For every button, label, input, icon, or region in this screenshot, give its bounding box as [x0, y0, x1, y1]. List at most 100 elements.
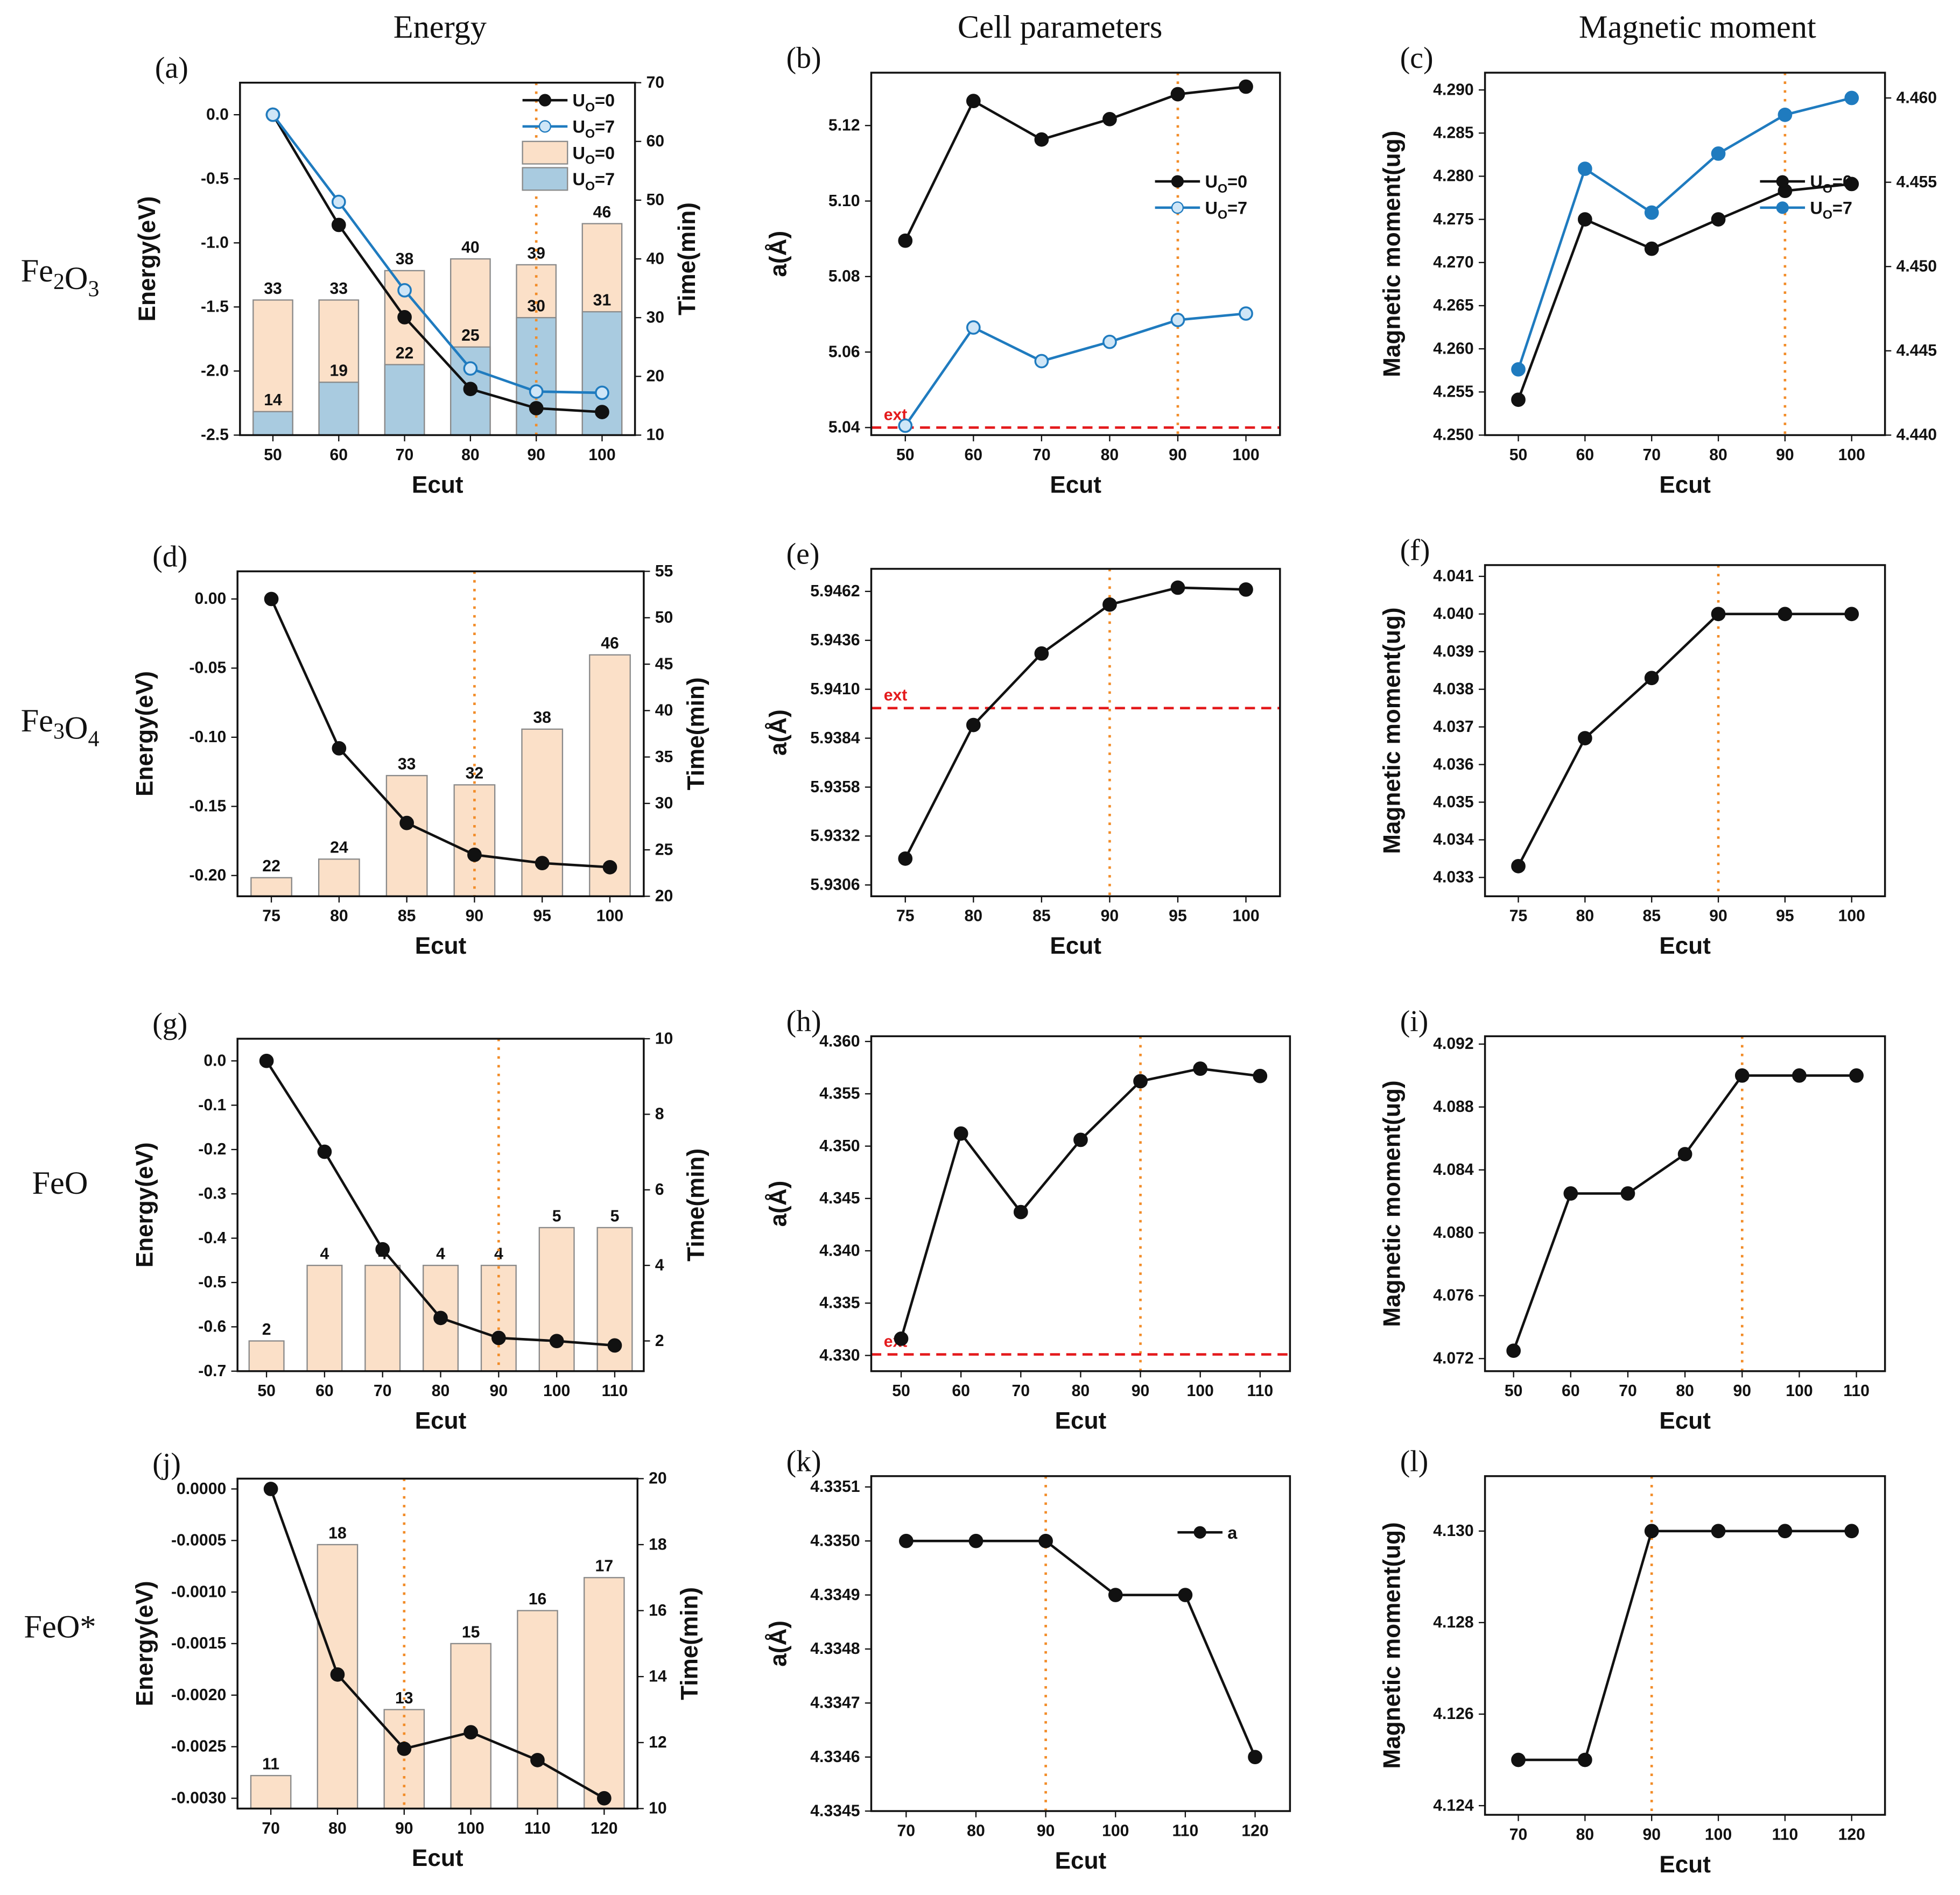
y-tick-label: 4.124 [1433, 1797, 1474, 1814]
y2-tick-label: 4.455 [1896, 173, 1937, 191]
bar-label: 22 [396, 344, 414, 362]
x-axis-label: Ecut [1659, 933, 1711, 959]
data-point [397, 310, 412, 325]
y2-tick-label: 10 [649, 1800, 667, 1817]
data-point [1644, 1524, 1659, 1539]
y-tick-label: 4.084 [1433, 1161, 1474, 1179]
data-point [595, 385, 609, 400]
x-axis-label: Ecut [1659, 1851, 1711, 1878]
data-point [1108, 1588, 1123, 1602]
data-point [1711, 1524, 1726, 1539]
data-point [898, 233, 913, 248]
data-point [596, 1791, 612, 1806]
y-tick-label: -0.3 [198, 1185, 226, 1203]
x-tick-label: 50 [257, 1382, 276, 1400]
y-tick-label: 4.039 [1433, 643, 1474, 660]
panel-label: (h) [786, 1005, 821, 1038]
y2-tick-label: 20 [655, 887, 673, 905]
x-tick-label: 75 [896, 907, 915, 925]
x-tick-label: 95 [1169, 907, 1187, 925]
row-label-fe2o3: Fe2O3 [21, 253, 100, 302]
plot-frame [870, 1035, 1291, 1372]
y-tick-label: 4.255 [1433, 383, 1474, 401]
y-tick-label: -0.0025 [171, 1738, 226, 1756]
data-point [1620, 1186, 1635, 1201]
y-tick-label: 5.9436 [810, 631, 860, 649]
y-tick-label: 4.360 [819, 1032, 860, 1050]
data-point [264, 591, 279, 607]
panel-label: (g) [152, 1008, 187, 1041]
bar [248, 1340, 285, 1372]
bar-label: 18 [328, 1524, 347, 1542]
x-axis-label: Ecut [1050, 471, 1101, 498]
series-line [1517, 96, 1852, 370]
bar [538, 1227, 575, 1372]
x-tick-label: 110 [602, 1382, 628, 1400]
y2-tick-label: 50 [655, 609, 673, 626]
y-axis-label: Magnetic moment(ug) [1379, 1522, 1406, 1769]
data-point [1511, 1752, 1526, 1767]
y-axis-label: Energy(eV) [131, 671, 158, 797]
series-line [269, 1488, 605, 1800]
x-tick-label: 80 [1101, 446, 1119, 464]
data-point [549, 1334, 564, 1349]
plot-frame [236, 1477, 638, 1810]
panel-d: (d)2224333238467580859095100-0.20-0.15-0… [131, 540, 709, 959]
bar [252, 411, 293, 436]
y-tick-label: 4.335 [819, 1294, 860, 1312]
series-line [906, 1539, 1256, 1758]
legend-marker [1776, 201, 1789, 214]
panel-f: (f) 75 80 85 90 95 100 4.033 4.034 4.035 4.036 4.03… [1379, 534, 1886, 959]
y-tick-label: 4.250 [1433, 426, 1474, 444]
x-tick-label: 110 [1247, 1382, 1273, 1400]
data-point [1711, 146, 1726, 161]
series-line [1517, 182, 1852, 400]
legend-marker [538, 94, 552, 107]
data-point [1511, 362, 1526, 377]
x-tick-label: 80 [1576, 1826, 1594, 1843]
y-axis-label: a(Å) [765, 1181, 792, 1227]
y2-tick-label: 20 [647, 368, 665, 385]
x-tick-label: 110 [1843, 1382, 1870, 1400]
x-tick-label: 70 [262, 1820, 280, 1837]
y-tick-label: -0.5 [201, 170, 229, 188]
row-label-feo: FeO [32, 1165, 88, 1201]
y2-tick-label: 6 [655, 1181, 664, 1199]
y-tick-label: -0.10 [189, 728, 227, 746]
y2-tick-label: 8 [655, 1105, 664, 1123]
data-point [968, 1533, 983, 1548]
y-tick-label: 4.034 [1433, 831, 1474, 849]
y-axis-label: Magnetic moment(ug) [1379, 131, 1406, 377]
data-point [1170, 313, 1185, 327]
panel-label: (j) [152, 1447, 181, 1481]
y-tick-label: -0.0005 [171, 1532, 226, 1549]
y2-tick-label: 55 [655, 562, 673, 580]
legend-label: UO=0 [573, 91, 615, 114]
x-tick-label: 95 [1776, 907, 1794, 925]
y2-tick-label: 30 [647, 308, 665, 326]
bar-label: 38 [533, 709, 551, 727]
x-tick-label: 100 [457, 1820, 484, 1837]
y-tick-label: 4.038 [1433, 680, 1474, 698]
row-label-feo-star: FeO* [24, 1609, 96, 1645]
y2-tick-label: 4.440 [1896, 426, 1937, 444]
x-tick-label: 75 [262, 907, 280, 925]
x-tick-label: 70 [1509, 1826, 1528, 1843]
series-line [904, 586, 1246, 860]
x-tick-label: 100 [1838, 446, 1865, 464]
bar [385, 774, 428, 897]
x-tick-label: 100 [1838, 907, 1865, 925]
data-point [1778, 108, 1793, 122]
data-point [463, 361, 478, 376]
bar-label: 5 [610, 1207, 620, 1225]
column-title-magnetic-moment: Magnetic moment [1579, 9, 1816, 45]
panel-g: (g) 2 4 4 4 4 5 5 50 60 70 80 90 100 110 -0.7 -0.6 -0.5 -0… [131, 1008, 709, 1434]
x-tick-label: 60 [1562, 1382, 1580, 1400]
bar-label: 33 [398, 755, 416, 773]
plot-frame [870, 72, 1281, 436]
bar [384, 364, 425, 436]
data-point [1511, 392, 1526, 407]
data-point [1034, 354, 1049, 369]
